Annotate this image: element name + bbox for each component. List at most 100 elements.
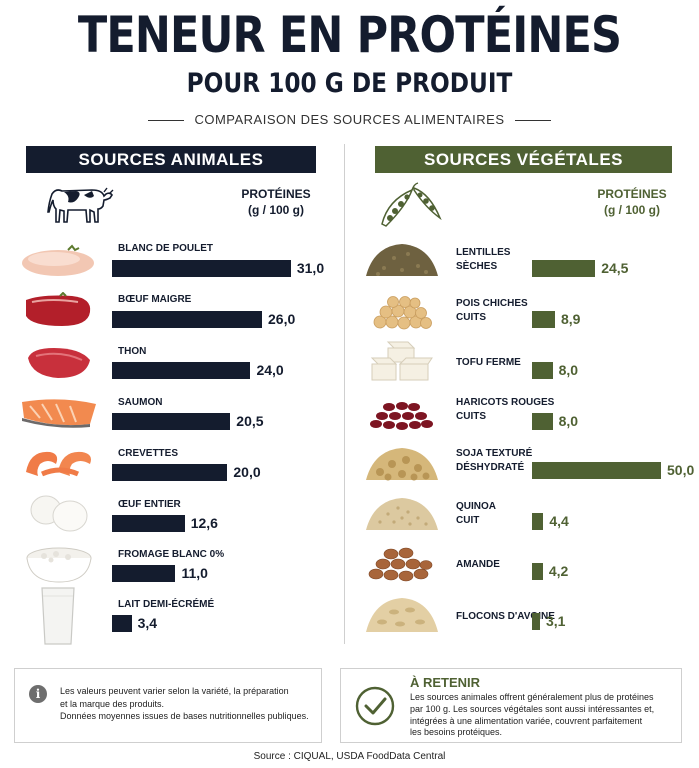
cow-icon bbox=[47, 187, 114, 223]
veg-label-3-line2: CUITS bbox=[456, 411, 486, 422]
veg-label-6: AMANDE bbox=[456, 559, 500, 570]
animal-label-0: BLANC DE POULET bbox=[118, 243, 213, 254]
veg-label-0: LENTILLES SÈCHES bbox=[456, 246, 510, 274]
tofu-icon bbox=[370, 341, 433, 381]
animal-protein-label-line1: PROTÉINES bbox=[241, 187, 311, 201]
info-text: Les valeurs peuvent varier selon la vari… bbox=[60, 685, 318, 723]
retain-line-1: Les sources animales offrent généralemen… bbox=[410, 692, 654, 702]
animal-protein-label: PROTÉINES (g / 100 g) bbox=[236, 186, 316, 218]
animal-value-2: 24,0 bbox=[256, 362, 284, 378]
animal-label-3: SAUMON bbox=[118, 397, 163, 408]
animal-value-3: 20,5 bbox=[236, 413, 264, 429]
veg-label-4-line2: DÉSHYDRATÉ bbox=[456, 462, 525, 473]
vegetal-protein-label-line2: (g / 100 g) bbox=[603, 203, 660, 217]
veg-value-4: 50,0 bbox=[667, 462, 695, 478]
chickpeas-icon bbox=[373, 296, 432, 330]
retain-line-4: les besoins protéiques. bbox=[410, 727, 503, 738]
animal-bar-5 bbox=[112, 515, 185, 532]
comparison-text: COMPARAISON DES SOURCES ALIMENTAIRES bbox=[194, 112, 505, 127]
beef-icon bbox=[26, 292, 91, 326]
animal-value-6: 11,0 bbox=[181, 565, 208, 581]
animal-bar-1 bbox=[112, 311, 263, 328]
animal-bar-2 bbox=[112, 362, 251, 379]
veg-label-1-line1: POIS CHICHES bbox=[456, 298, 528, 309]
page-title: TENEUR EN PROTÉINES bbox=[77, 6, 622, 64]
animal-protein-label-line2: (g / 100 g) bbox=[247, 203, 304, 217]
info-box: i Les valeurs peuvent varier selon la va… bbox=[14, 668, 322, 743]
vegetal-protein-label: PROTÉINES (g / 100 g) bbox=[592, 186, 672, 218]
animal-bar-3 bbox=[112, 413, 231, 430]
veg-value-5: 4,4 bbox=[549, 513, 569, 529]
veg-label-1: POIS CHICHES CUITS bbox=[456, 297, 528, 325]
shrimp-icon bbox=[26, 451, 91, 477]
egg-icon bbox=[30, 495, 88, 532]
quinoa-icon bbox=[366, 498, 438, 530]
tuna-icon bbox=[28, 348, 90, 378]
veg-label-7: FLOCONS D'AVOINE bbox=[456, 611, 555, 622]
vegetal-sources-header: SOURCES VÉGÉTALES bbox=[375, 146, 672, 173]
left-rule bbox=[148, 120, 185, 122]
milk-glass-icon bbox=[41, 587, 75, 645]
info-line-2: et la marque des produits. bbox=[60, 698, 165, 709]
info-icon: i bbox=[29, 685, 47, 703]
veg-label-3-line1: HARICOTS ROUGES bbox=[456, 397, 555, 408]
info-line-3: Données moyennes issues de bases nutriti… bbox=[60, 711, 309, 721]
veg-label-2: TOFU FERME bbox=[456, 357, 521, 368]
veg-label-5-line2: CUIT bbox=[456, 515, 480, 526]
comparison-label: COMPARAISON DES SOURCES ALIMENTAIRES bbox=[0, 112, 699, 127]
veg-value-6: 4,2 bbox=[548, 563, 569, 579]
veg-bar-0 bbox=[532, 260, 596, 277]
retain-title: À RETENIR bbox=[410, 675, 481, 690]
cottage-cheese-icon bbox=[26, 547, 92, 583]
animal-value-4: 20,0 bbox=[233, 464, 261, 480]
info-line-1: Les valeurs peuvent varier selon la vari… bbox=[60, 686, 289, 696]
column-divider bbox=[344, 144, 345, 644]
chicken-breast-icon bbox=[22, 244, 94, 276]
retain-box: À RETENIR Les sources animales offrent g… bbox=[340, 668, 682, 743]
source-note: Source : CIQUAL, USDA FoodData Central bbox=[253, 751, 446, 762]
veg-label-5: QUINOA CUIT bbox=[456, 500, 496, 528]
page-subtitle: POUR 100 G DE PRODUIT bbox=[186, 68, 513, 99]
animal-bar-7 bbox=[112, 615, 132, 632]
animal-value-5: 12,6 bbox=[190, 515, 218, 531]
animal-label-5: ŒUF ENTIER bbox=[118, 499, 181, 510]
almond-icon bbox=[368, 547, 433, 582]
veg-bar-5 bbox=[532, 513, 544, 530]
retain-line-3: intégrées à une alimentation variée, cou… bbox=[410, 715, 643, 726]
animal-value-7: 3,4 bbox=[137, 615, 158, 631]
check-circle-icon bbox=[355, 686, 395, 726]
red-beans-icon bbox=[370, 402, 433, 430]
veg-label-3: HARICOTS ROUGES CUITS bbox=[456, 396, 554, 424]
veg-value-1: 8,9 bbox=[560, 311, 581, 327]
animal-label-1: BŒUF MAIGRE bbox=[118, 294, 192, 305]
veg-label-4: SOJA TEXTURÉ DÉSHYDRATÉ bbox=[456, 447, 532, 475]
oat-flakes-icon bbox=[366, 598, 438, 632]
textured-soy-icon bbox=[366, 448, 438, 481]
right-rule bbox=[514, 120, 551, 122]
veg-label-5-line1: QUINOA bbox=[456, 501, 496, 512]
veg-label-0-line1: LENTILLES bbox=[456, 247, 511, 258]
animal-value-0: 31,0 bbox=[296, 260, 325, 276]
retain-line-2: par 100 g. Les sources végétales sont au… bbox=[410, 703, 655, 714]
animal-label-2: THON bbox=[118, 346, 147, 357]
veg-value-0: 24,5 bbox=[601, 260, 629, 276]
animal-bar-6 bbox=[112, 565, 176, 582]
veg-value-7: 3,1 bbox=[545, 613, 566, 629]
animal-label-7: LAIT DEMI-ÉCRÉMÉ bbox=[118, 599, 215, 610]
lentils-icon bbox=[366, 244, 438, 276]
veg-bar-3 bbox=[532, 413, 553, 430]
veg-label-4-line1: SOJA TEXTURÉ bbox=[456, 448, 533, 459]
veg-bar-7 bbox=[532, 613, 540, 630]
vegetal-protein-label-line1: PROTÉINES bbox=[597, 187, 667, 201]
veg-bar-1 bbox=[532, 311, 555, 328]
animal-sources-header: SOURCES ANIMALES bbox=[26, 146, 316, 173]
salmon-icon bbox=[22, 399, 96, 428]
animal-label-4: CREVETTES bbox=[118, 448, 179, 459]
retain-text: Les sources animales offrent généralemen… bbox=[410, 692, 678, 739]
veg-value-2: 8,0 bbox=[558, 362, 579, 378]
veg-bar-2 bbox=[532, 362, 553, 379]
veg-bar-4 bbox=[532, 462, 661, 479]
animal-value-1: 26,0 bbox=[268, 311, 296, 327]
veg-value-3: 8,0 bbox=[558, 413, 579, 429]
pea-pod-icon bbox=[381, 182, 442, 227]
